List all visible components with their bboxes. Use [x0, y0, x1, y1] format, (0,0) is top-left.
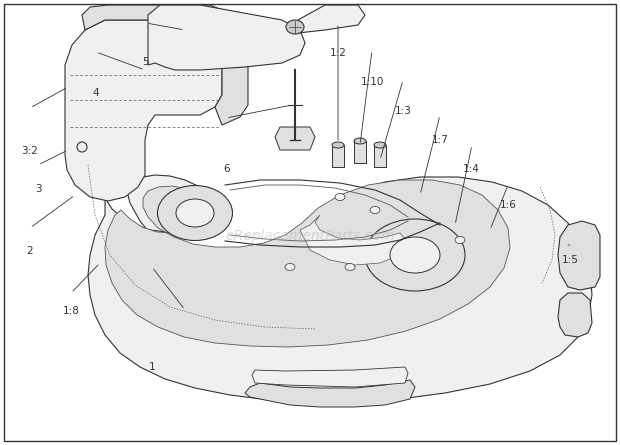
Ellipse shape: [332, 142, 344, 148]
Ellipse shape: [157, 186, 232, 240]
Ellipse shape: [365, 219, 465, 291]
Polygon shape: [82, 5, 222, 33]
Text: 3:2: 3:2: [21, 146, 38, 156]
Polygon shape: [65, 20, 222, 201]
Bar: [332, 145, 344, 167]
Text: 6: 6: [223, 164, 229, 174]
Polygon shape: [298, 5, 365, 33]
Text: 1:5: 1:5: [562, 255, 579, 265]
Bar: [354, 141, 366, 163]
Polygon shape: [245, 380, 415, 407]
Text: 1:10: 1:10: [360, 77, 384, 87]
Ellipse shape: [370, 206, 380, 214]
Ellipse shape: [374, 142, 386, 148]
Text: 1:3: 1:3: [394, 106, 412, 116]
Ellipse shape: [335, 194, 345, 201]
Ellipse shape: [345, 263, 355, 271]
Bar: [374, 145, 386, 167]
Text: 5: 5: [143, 57, 149, 67]
Text: 1:6: 1:6: [500, 200, 517, 210]
Polygon shape: [300, 215, 408, 265]
Polygon shape: [215, 33, 248, 125]
Text: 1:2: 1:2: [329, 49, 347, 58]
Polygon shape: [558, 221, 600, 290]
Polygon shape: [105, 180, 510, 347]
Polygon shape: [275, 127, 315, 150]
Text: eReplacementParts.com: eReplacementParts.com: [225, 229, 395, 243]
Text: 4: 4: [93, 89, 99, 98]
Polygon shape: [88, 175, 592, 402]
Text: 1:8: 1:8: [63, 307, 80, 316]
Ellipse shape: [354, 138, 366, 144]
Text: 3: 3: [35, 184, 42, 194]
Text: 2: 2: [27, 247, 33, 256]
Text: 1:7: 1:7: [432, 135, 449, 145]
Ellipse shape: [176, 199, 214, 227]
Ellipse shape: [286, 20, 304, 34]
Polygon shape: [558, 293, 592, 337]
Ellipse shape: [285, 263, 295, 271]
Polygon shape: [148, 5, 305, 70]
Ellipse shape: [390, 237, 440, 273]
Text: 1: 1: [149, 362, 155, 372]
Ellipse shape: [455, 236, 465, 243]
Text: 1:4: 1:4: [463, 164, 480, 174]
Polygon shape: [252, 367, 408, 387]
